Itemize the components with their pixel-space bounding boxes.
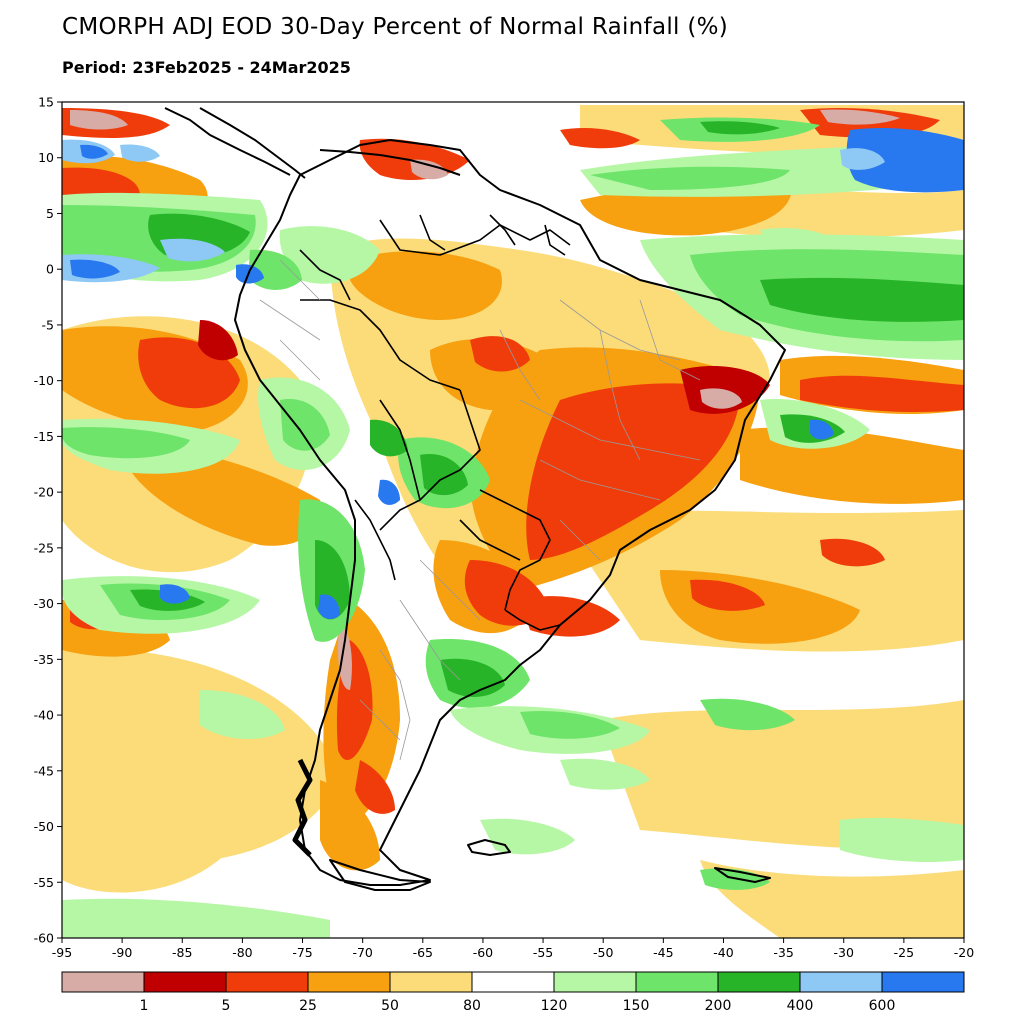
x-tick-label: -40 [713, 945, 733, 960]
state-borders [259, 259, 701, 761]
x-tick-label: -30 [834, 945, 854, 960]
colorbar-label: 200 [705, 998, 732, 1014]
y-tick-label: -5 [42, 317, 54, 332]
x-tick-label: -20 [954, 945, 974, 960]
colorbar-label: 600 [869, 998, 896, 1014]
x-tick-label: -85 [172, 945, 192, 960]
x-tick-label: -80 [232, 945, 252, 960]
y-tick-label: -10 [34, 373, 54, 388]
colorbar-label: 400 [787, 998, 814, 1014]
x-tick-label: -45 [653, 945, 673, 960]
y-tick-label: 15 [38, 95, 54, 110]
colorbar-swatch [881, 971, 965, 993]
colorbar-label: 50 [381, 998, 399, 1014]
plot-frame [61, 101, 965, 939]
colorbar-swatch [799, 971, 883, 993]
y-tick-label: 5 [46, 206, 54, 221]
colorbar-swatch [307, 971, 391, 993]
y-tick-label: -25 [34, 540, 54, 555]
colorbar-swatch [225, 971, 309, 993]
y-tick-label: -45 [34, 763, 54, 778]
colorbar-label: 80 [463, 998, 481, 1014]
y-tick-label: 0 [46, 262, 54, 277]
y-tick-label: -35 [34, 652, 54, 667]
y-tick-label: -15 [34, 429, 54, 444]
colorbar-label: 25 [299, 998, 317, 1014]
x-tick-label: -90 [112, 945, 132, 960]
colorbar-swatch [635, 971, 719, 993]
x-tick-label: -25 [894, 945, 914, 960]
map-title: CMORPH ADJ EOD 30-Day Percent of Normal … [62, 14, 729, 40]
colorbar: 1 5 25 50 80 120 150 200 400 600 [61, 971, 965, 1014]
map-subtitle: Period: 23Feb2025 - 24Mar2025 [62, 58, 351, 77]
coastline-borders [164, 107, 786, 891]
colorbar-swatch [553, 971, 637, 993]
colorbar-swatch [471, 971, 555, 993]
colorbar-label: 120 [541, 998, 568, 1014]
x-tick-label: -75 [292, 945, 312, 960]
x-tick-label: -65 [413, 945, 433, 960]
colorbar-label: 5 [222, 998, 231, 1014]
x-tick-label: -55 [533, 945, 553, 960]
colorbar-swatch [717, 971, 801, 993]
colorbar-label: 1 [140, 998, 149, 1014]
axis-ticks: -95 -90 -85 -80 -75 -70 -65 -60 -55 -50 -45 -40 -35-… [34, 95, 975, 961]
y-tick-label: -50 [34, 819, 54, 834]
y-tick-label: -55 [34, 875, 54, 890]
rainfall-field [62, 102, 964, 938]
x-tick-label: -95 [52, 945, 72, 960]
x-tick-label: -35 [773, 945, 793, 960]
colorbar-label: 150 [623, 998, 650, 1014]
x-tick-label: -60 [473, 945, 493, 960]
x-tick-label: -70 [352, 945, 372, 960]
colorbar-swatch [61, 971, 145, 993]
y-tick-label: -60 [34, 931, 54, 946]
y-tick-label: -40 [34, 708, 54, 723]
y-tick-label: -30 [34, 596, 54, 611]
colorbar-swatch [143, 971, 227, 993]
x-tick-label: -50 [593, 945, 613, 960]
y-tick-label: 10 [38, 150, 54, 165]
colorbar-swatch [389, 971, 473, 993]
y-tick-label: -20 [34, 485, 54, 500]
